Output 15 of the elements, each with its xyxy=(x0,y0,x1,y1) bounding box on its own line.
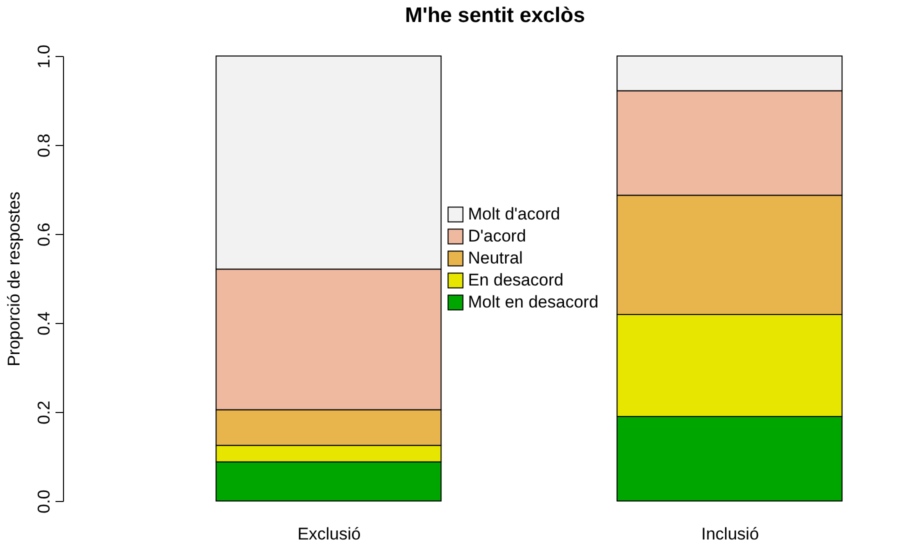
legend-label: Molt en desacord xyxy=(468,292,598,312)
legend-label: Molt d'acord xyxy=(468,204,560,224)
legend-label: En desacord xyxy=(468,270,564,290)
y-tick-label: 1.0 xyxy=(34,44,54,68)
y-tick-label: 0.0 xyxy=(34,490,54,514)
x-tick-label: Exclusió xyxy=(297,524,361,544)
y-tick-label: 0.2 xyxy=(34,400,54,424)
legend-label: Neutral xyxy=(468,248,523,268)
y-axis-title: Proporció de respostes xyxy=(4,192,24,366)
y-tick-label: 0.8 xyxy=(34,134,54,158)
legend-label: D'acord xyxy=(468,226,526,246)
chart-title: M'he sentit exclòs xyxy=(404,4,586,28)
x-tick-label: Inclusió xyxy=(701,524,759,544)
y-tick-label: 0.4 xyxy=(34,312,54,336)
y-tick-label: 0.6 xyxy=(34,222,54,246)
